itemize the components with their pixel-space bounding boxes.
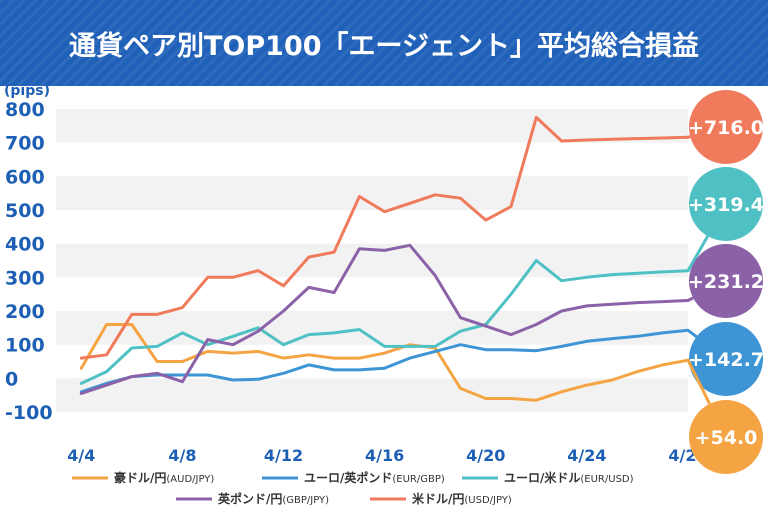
bubble-connector — [687, 296, 694, 302]
y-axis: (pips)800 700 600 500 400 300 200 100 0 -100 — [4, 83, 53, 424]
y-tick-label: 400 — [5, 234, 45, 256]
x-tick-label: 4/20 — [466, 446, 505, 465]
final-value-bubble-aud — [689, 400, 763, 474]
legend-entry-eurgbp: ユーロ/英ポンド(EUR/GBP) — [304, 470, 445, 485]
grid-bands — [56, 109, 688, 412]
x-tick-label: 4/8 — [168, 446, 196, 465]
legend-entry-usd: 米ドル/円(USD/JPY) — [412, 491, 512, 506]
final-value-label: +319.4 — [688, 194, 764, 216]
y-tick-label: 300 — [5, 267, 45, 289]
final-value-label: +231.2 — [688, 271, 764, 293]
series-line-eurgbp — [79, 328, 690, 394]
x-tick-label: 4/24 — [567, 446, 606, 465]
legend: 豪ドル/円(AUD/JPY) ユーロ/英ポンド(EUR/GBP) ユーロ/米ドル(E… — [72, 470, 634, 506]
legend-entry-gbp: 英ポンド/円(GBP/JPY) — [218, 491, 329, 506]
final-value-bubbles: +716.0 +319.4 +231.2 +142.7 +54.0 — [686, 90, 764, 474]
x-axis: 4/4 4/8 4/12 4/16 4/20 4/24 4/28 — [67, 446, 707, 465]
grid-band — [56, 378, 688, 412]
y-tick-label: -100 — [5, 402, 53, 424]
y-tick-label: 100 — [5, 335, 45, 357]
bubble-connector — [687, 329, 698, 338]
y-tick-label: 200 — [5, 301, 45, 323]
series-line-usd — [79, 115, 690, 360]
series-line-aud — [79, 323, 690, 402]
y-tick-label: 600 — [5, 166, 45, 188]
bubble-connector — [687, 135, 691, 139]
final-value-label: +54.0 — [695, 427, 758, 449]
final-value-bubble-usd — [689, 90, 763, 164]
final-value-bubble-gbp — [689, 244, 763, 318]
series-line-eurusd — [79, 259, 690, 385]
bubble-connector — [686, 359, 711, 405]
final-value-bubble-eurusd — [689, 167, 763, 241]
series-line-gbp — [79, 243, 690, 395]
title-bar: 通貨ペア別TOP100「エージェント」平均総合損益 — [0, 0, 768, 86]
final-value-label: +142.7 — [688, 349, 764, 371]
grid-band — [56, 109, 688, 143]
x-tick-label: 4/16 — [365, 446, 404, 465]
y-tick-label: 500 — [5, 200, 45, 222]
bubble-connector — [686, 235, 710, 272]
series-lines — [79, 115, 690, 402]
y-axis-unit-label: (pips) — [4, 83, 50, 99]
x-tick-label: 4/12 — [264, 446, 303, 465]
y-tick-label: 700 — [5, 133, 45, 155]
final-value-label: +716.0 — [688, 117, 764, 139]
final-value-bubble-eurgbp — [689, 322, 763, 396]
legend-entry-eurusd: ユーロ/米ドル(EUR/USD) — [504, 470, 634, 485]
chart-title: 通貨ペア別TOP100「エージェント」平均総合損益 — [69, 30, 699, 62]
x-tick-label: 4/4 — [67, 446, 95, 465]
y-tick-label: 800 — [5, 99, 45, 121]
y-tick-label: 0 — [5, 368, 18, 390]
legend-entry-aud: 豪ドル/円(AUD/JPY) — [114, 470, 214, 485]
